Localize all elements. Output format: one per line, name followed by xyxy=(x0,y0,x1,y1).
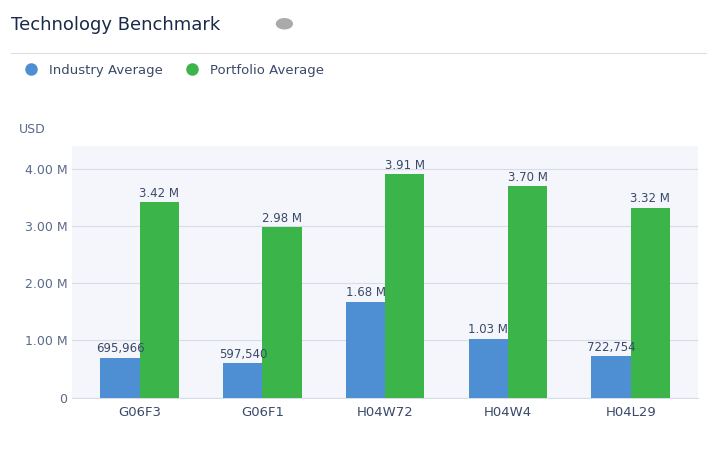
Text: 722,754: 722,754 xyxy=(587,341,635,354)
Text: 1.68 M: 1.68 M xyxy=(346,286,386,299)
Bar xyxy=(101,358,140,398)
Bar xyxy=(263,227,302,398)
Text: 695,966: 695,966 xyxy=(96,342,145,355)
Bar xyxy=(140,202,179,398)
Bar xyxy=(385,174,425,398)
Text: 3.70 M: 3.70 M xyxy=(508,170,547,184)
Bar xyxy=(346,302,385,398)
Text: i: i xyxy=(283,19,286,28)
Text: 1.03 M: 1.03 M xyxy=(468,323,508,336)
Text: 597,540: 597,540 xyxy=(219,348,267,361)
Bar xyxy=(508,186,547,398)
Legend: Industry Average, Portfolio Average: Industry Average, Portfolio Average xyxy=(17,64,325,77)
Text: 2.98 M: 2.98 M xyxy=(262,212,302,225)
Bar xyxy=(469,339,508,398)
Bar xyxy=(591,356,631,398)
Text: Technology Benchmark: Technology Benchmark xyxy=(11,16,220,34)
Text: 3.32 M: 3.32 M xyxy=(630,192,670,205)
Text: 3.42 M: 3.42 M xyxy=(140,186,179,200)
Text: USD: USD xyxy=(19,123,45,136)
Text: 3.91 M: 3.91 M xyxy=(384,159,425,172)
Bar xyxy=(631,208,670,398)
Bar xyxy=(223,363,263,398)
